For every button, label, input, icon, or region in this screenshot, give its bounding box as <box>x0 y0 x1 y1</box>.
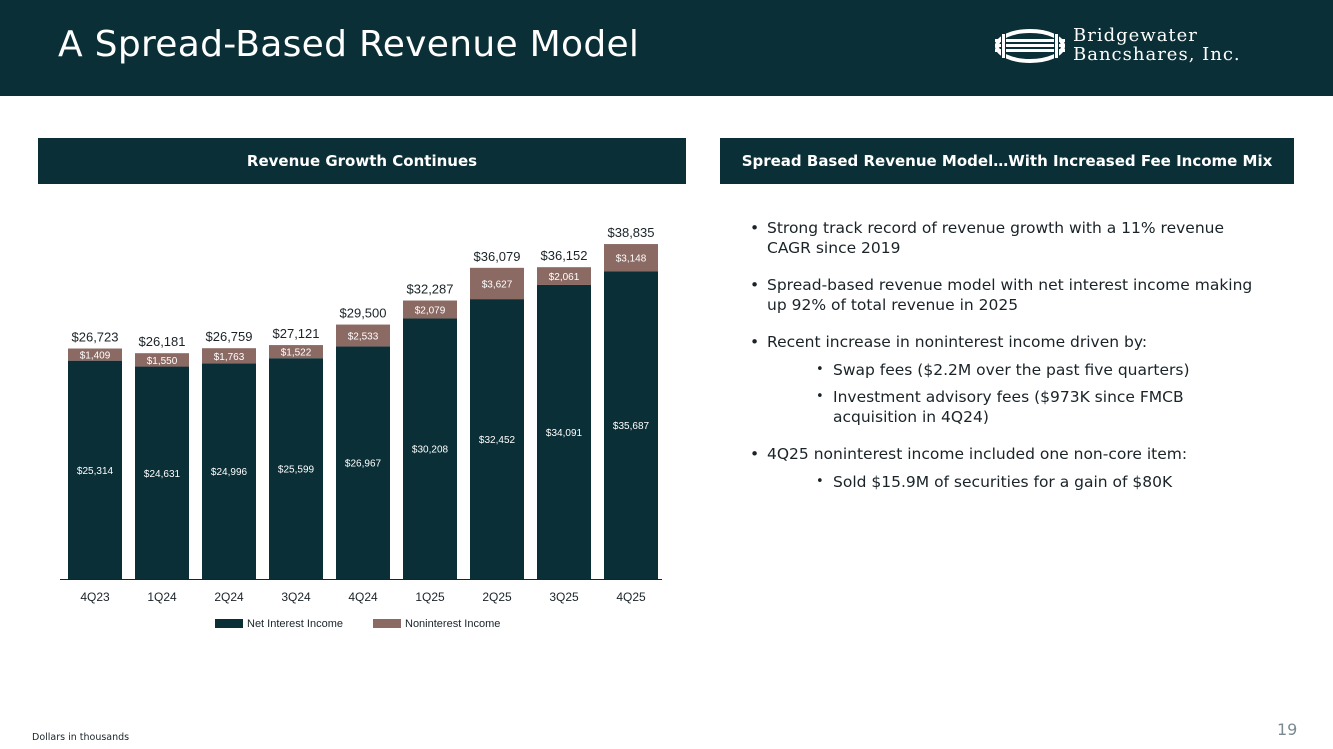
bar-noninterest-income <box>68 348 122 361</box>
legend-label-net-interest-income: Net Interest Income <box>247 618 343 630</box>
data-label-total: $36,079 <box>474 249 521 264</box>
bullet-text: 4Q25 noninterest income included one non… <box>767 445 1188 463</box>
bullet-item: Strong track record of revenue growth wi… <box>750 218 1270 258</box>
page-title: A Spread-Based Revenue Model <box>58 24 640 65</box>
legend-swatch-noninterest-income <box>373 619 401 628</box>
data-label-noninterest-income: $2,061 <box>549 272 580 283</box>
bar-net-interest-income <box>537 284 591 579</box>
data-label-total: $32,287 <box>407 282 454 297</box>
sub-bullet-item: Investment advisory fees ($973K since FM… <box>767 387 1270 427</box>
x-tick-label: 3Q24 <box>281 590 311 604</box>
bar-noninterest-income <box>403 300 457 319</box>
bar-noninterest-income <box>604 244 658 272</box>
data-label-total: $26,759 <box>206 329 253 344</box>
data-label-noninterest-income: $1,763 <box>214 352 245 363</box>
revenue-growth-heading: Revenue Growth Continues <box>38 138 686 184</box>
legend-item-net-interest-income: Net Interest Income <box>215 618 343 630</box>
data-label-net-interest-income: $26,967 <box>345 459 382 470</box>
bar-noninterest-income <box>470 267 524 300</box>
x-tick-label: 2Q25 <box>482 590 512 604</box>
revenue-stacked-bar-chart: $25,314 $1,409 $26,723 4Q23 $24,631 $1,550 $26… <box>60 225 662 630</box>
bar-noninterest-income <box>537 267 591 285</box>
bar-noninterest-income <box>135 353 189 367</box>
logo-wordmark: Bridgewater Bancshares, Inc. <box>1073 26 1241 64</box>
footnote: Dollars in thousands <box>32 732 130 743</box>
bar-net-interest-income <box>68 360 122 579</box>
data-label-total: $36,152 <box>541 248 588 263</box>
data-label-total: $27,121 <box>273 326 320 341</box>
revenue-model-heading: Spread Based Revenue Model…With Increase… <box>720 138 1294 184</box>
x-tick-label: 2Q24 <box>214 590 244 604</box>
data-label-noninterest-income: $1,550 <box>147 356 178 367</box>
revenue-model-heading-text: Spread Based Revenue Model…With Increase… <box>741 152 1273 170</box>
x-tick-label: 3Q25 <box>549 590 579 604</box>
data-label-noninterest-income: $1,409 <box>80 351 111 362</box>
legend-swatch-net-interest-income <box>215 619 243 628</box>
header-banner: A Spread-Based Revenue Model Bridgewater… <box>0 0 1333 96</box>
data-label-noninterest-income: $2,533 <box>348 331 379 342</box>
data-label-total: $38,835 <box>608 225 655 240</box>
data-label-net-interest-income: $25,599 <box>278 465 315 476</box>
bar-net-interest-income <box>403 318 457 579</box>
bullet-text: Spread-based revenue model with net inte… <box>767 276 1253 314</box>
data-label-net-interest-income: $25,314 <box>77 466 114 477</box>
bar-net-interest-income <box>470 299 524 579</box>
sub-bullet-item: Swap fees ($2.2M over the past five quar… <box>767 360 1270 380</box>
data-label-total: $29,500 <box>340 306 387 321</box>
data-label-noninterest-income: $3,148 <box>616 254 647 265</box>
bar-noninterest-income <box>336 324 390 347</box>
bridge-logo-icon <box>995 29 1065 63</box>
data-label-total: $26,181 <box>139 334 186 349</box>
logo-line-1: Bridgewater <box>1073 25 1198 46</box>
legend-label-noninterest-income: Noninterest Income <box>405 618 500 630</box>
bar-net-interest-income <box>269 358 323 579</box>
legend-item-noninterest-income: Noninterest Income <box>373 618 500 630</box>
x-tick-label: 1Q25 <box>415 590 445 604</box>
x-tick-label: 4Q25 <box>616 590 646 604</box>
data-label-noninterest-income: $1,522 <box>281 348 312 359</box>
data-label-net-interest-income: $35,687 <box>613 421 650 432</box>
bullet-text: Recent increase in noninterest income dr… <box>767 333 1148 351</box>
bullet-item: Recent increase in noninterest income dr… <box>750 332 1270 427</box>
logo-line-2: Bancshares, Inc. <box>1073 44 1241 65</box>
bar-net-interest-income <box>135 366 189 579</box>
data-label-net-interest-income: $24,996 <box>211 467 248 478</box>
bar-noninterest-income <box>269 345 323 359</box>
page-number: 19 <box>1277 720 1298 739</box>
revenue-growth-heading-text: Revenue Growth Continues <box>246 152 478 170</box>
bar-net-interest-income <box>202 363 256 579</box>
bullet-text: Strong track record of revenue growth wi… <box>767 219 1225 257</box>
bar-net-interest-income <box>604 271 658 579</box>
data-label-net-interest-income: $34,091 <box>546 428 583 439</box>
x-tick-label: 4Q24 <box>348 590 378 604</box>
data-label-noninterest-income: $3,627 <box>482 279 513 290</box>
data-label-net-interest-income: $30,208 <box>412 445 449 456</box>
x-tick-label: 4Q23 <box>80 590 110 604</box>
bullet-item: Spread-based revenue model with net inte… <box>750 275 1270 315</box>
data-label-net-interest-income: $24,631 <box>144 469 181 480</box>
x-tick-label: 1Q24 <box>147 590 177 604</box>
company-logo: Bridgewater Bancshares, Inc. <box>993 24 1293 74</box>
bar-noninterest-income <box>202 348 256 364</box>
bar-net-interest-income <box>336 346 390 579</box>
bullet-list: Strong track record of revenue growth wi… <box>750 218 1270 509</box>
sub-bullet-item: Sold $15.9M of securities for a gain of … <box>767 472 1270 492</box>
data-label-total: $26,723 <box>72 330 119 345</box>
data-label-net-interest-income: $32,452 <box>479 435 516 446</box>
bullet-item: 4Q25 noninterest income included one non… <box>750 444 1270 492</box>
data-label-noninterest-income: $2,079 <box>415 305 446 316</box>
